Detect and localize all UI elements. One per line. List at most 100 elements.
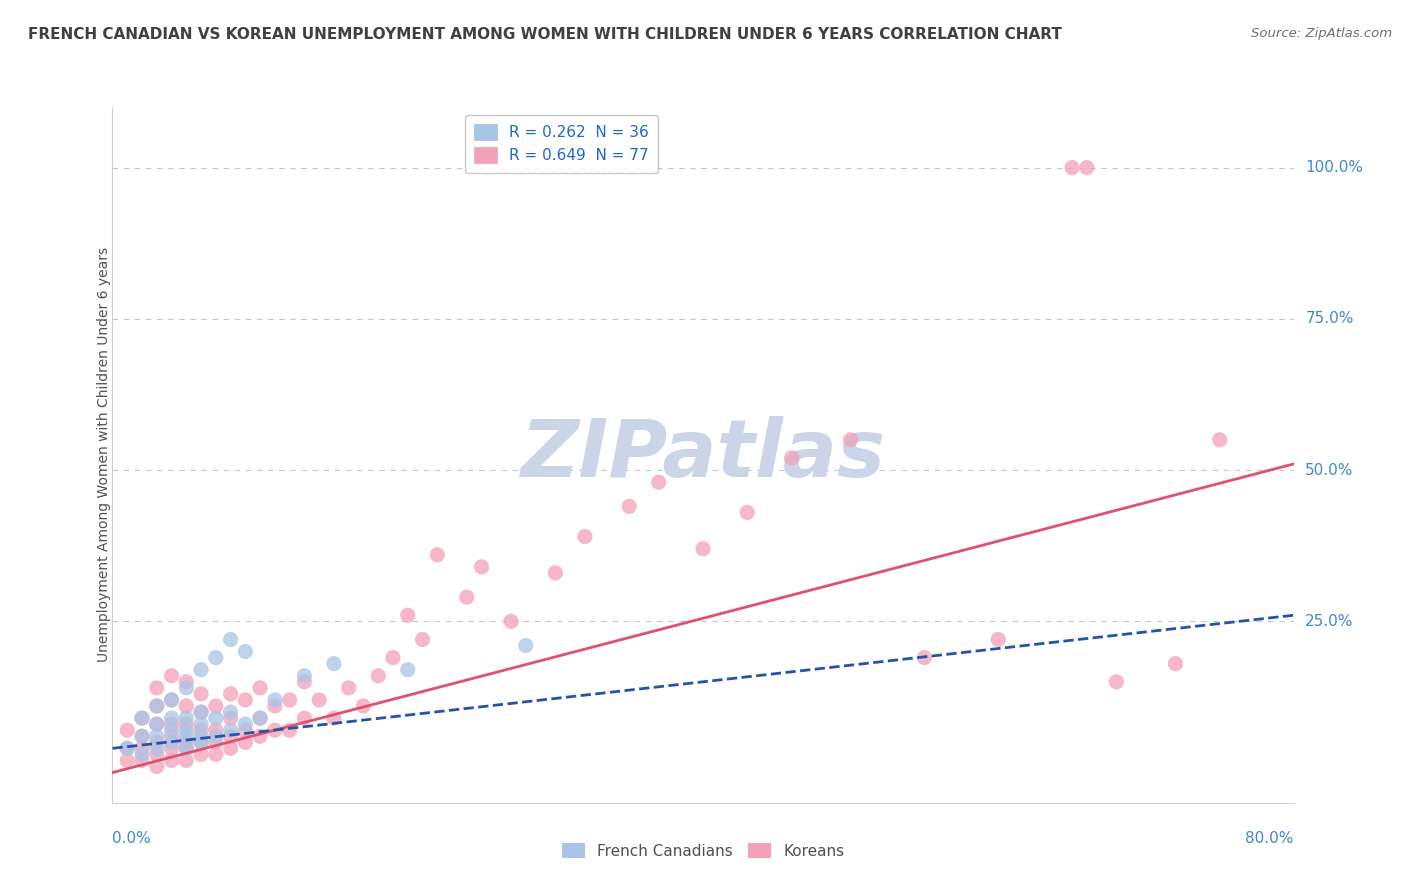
Point <box>264 723 287 738</box>
Point <box>160 754 183 768</box>
Point <box>131 711 153 725</box>
Point <box>117 741 138 756</box>
Point <box>174 717 197 731</box>
Point <box>574 530 596 544</box>
Point <box>205 650 228 665</box>
Point <box>780 450 803 465</box>
Point <box>174 698 197 713</box>
Point <box>146 717 169 731</box>
Point <box>190 723 212 738</box>
Point <box>411 632 433 647</box>
Point <box>131 711 153 725</box>
Point <box>190 735 212 749</box>
Point <box>987 632 1010 647</box>
Point <box>323 657 346 671</box>
Text: 80.0%: 80.0% <box>1246 830 1294 846</box>
Point <box>470 559 494 574</box>
Text: FRENCH CANADIAN VS KOREAN UNEMPLOYMENT AMONG WOMEN WITH CHILDREN UNDER 6 YEARS C: FRENCH CANADIAN VS KOREAN UNEMPLOYMENT A… <box>28 27 1062 42</box>
Point <box>131 747 153 762</box>
Point <box>146 698 169 713</box>
Point <box>426 548 449 562</box>
Point <box>1105 674 1128 689</box>
Point <box>146 759 169 773</box>
Point <box>174 735 197 749</box>
Point <box>647 475 671 490</box>
Text: 0.0%: 0.0% <box>112 830 152 846</box>
Point <box>160 723 183 738</box>
Point <box>117 723 138 738</box>
Point <box>219 705 242 719</box>
Point <box>205 711 228 725</box>
Point <box>205 723 228 738</box>
Point <box>249 711 271 725</box>
Point <box>146 735 169 749</box>
Point <box>160 741 183 756</box>
Point <box>1208 433 1232 447</box>
Point <box>323 711 346 725</box>
Point <box>737 505 759 519</box>
Point <box>131 754 153 768</box>
Point <box>174 711 197 725</box>
Point <box>264 698 287 713</box>
Point <box>501 615 523 629</box>
Point <box>1062 161 1084 175</box>
Point <box>219 729 242 743</box>
Point <box>190 705 212 719</box>
Text: 75.0%: 75.0% <box>1305 311 1354 326</box>
Point <box>190 747 212 762</box>
Point <box>396 663 419 677</box>
Point <box>131 729 153 743</box>
Y-axis label: Unemployment Among Women with Children Under 6 years: Unemployment Among Women with Children U… <box>97 247 111 663</box>
Text: 25.0%: 25.0% <box>1305 614 1354 629</box>
Point <box>160 693 183 707</box>
Point <box>839 433 862 447</box>
Point <box>190 663 212 677</box>
Point <box>131 729 153 743</box>
Point <box>160 693 183 707</box>
Point <box>219 741 242 756</box>
Point <box>117 741 138 756</box>
Point <box>190 729 212 743</box>
Point <box>544 566 567 580</box>
Point <box>233 735 256 749</box>
Point <box>278 723 301 738</box>
Point <box>219 723 242 738</box>
Point <box>146 729 169 743</box>
Point <box>692 541 714 556</box>
Point <box>219 711 242 725</box>
Point <box>146 698 169 713</box>
Point <box>174 723 197 738</box>
Point <box>205 747 228 762</box>
Point <box>352 698 374 713</box>
Point <box>264 693 287 707</box>
Point <box>174 681 197 695</box>
Point <box>337 681 360 695</box>
Point <box>174 729 197 743</box>
Point <box>382 650 405 665</box>
Text: Source: ZipAtlas.com: Source: ZipAtlas.com <box>1251 27 1392 40</box>
Point <box>619 500 641 514</box>
Point <box>292 674 315 689</box>
Point <box>456 590 478 604</box>
Text: 50.0%: 50.0% <box>1305 463 1354 477</box>
Point <box>249 681 271 695</box>
Point <box>308 693 330 707</box>
Point <box>249 711 271 725</box>
Point <box>160 729 183 743</box>
Point <box>914 650 936 665</box>
Point <box>174 674 197 689</box>
Point <box>174 754 197 768</box>
Text: 100.0%: 100.0% <box>1305 160 1364 175</box>
Point <box>190 735 212 749</box>
Point <box>278 693 301 707</box>
Point <box>292 711 315 725</box>
Point <box>146 747 169 762</box>
Point <box>1164 657 1187 671</box>
Text: ZIPatlas: ZIPatlas <box>520 416 886 494</box>
Point <box>205 698 228 713</box>
Point <box>160 717 183 731</box>
Legend: French Canadians, Koreans: French Canadians, Koreans <box>555 837 851 864</box>
Point <box>117 754 138 768</box>
Point <box>233 723 256 738</box>
Point <box>233 717 256 731</box>
